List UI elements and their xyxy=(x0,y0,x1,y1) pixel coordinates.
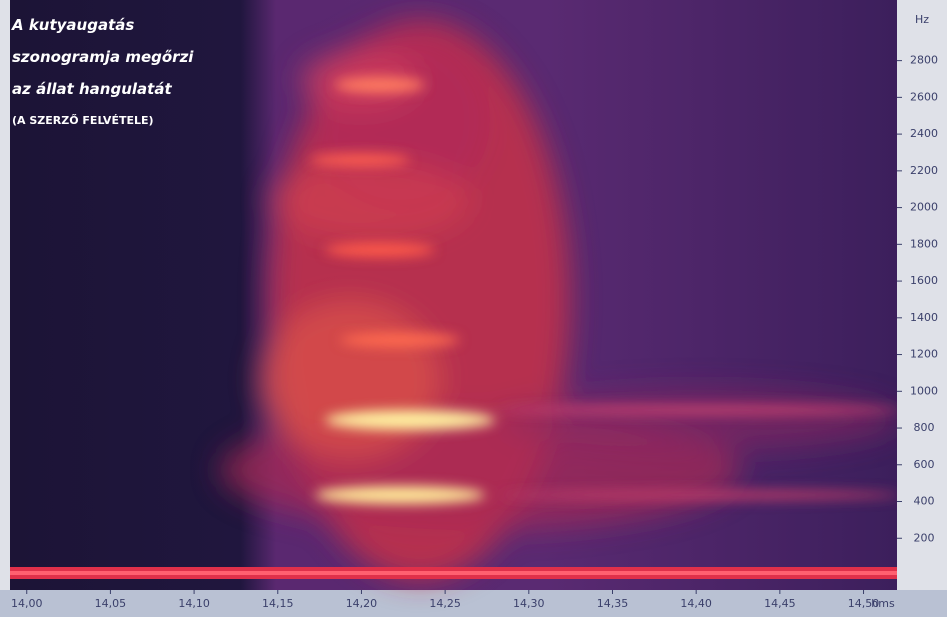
y-tick-label: 1400 xyxy=(910,311,938,324)
y-axis-label: Hz xyxy=(915,13,929,26)
baseline-core xyxy=(10,571,897,575)
harmonic-band xyxy=(500,490,900,500)
x-tick-label: 14,05 xyxy=(95,597,127,610)
x-tick-label: 14,15 xyxy=(262,597,294,610)
y-tick-label: 1000 xyxy=(910,384,938,397)
y-tick-label: 800 xyxy=(914,421,935,434)
y-tick-label: 2000 xyxy=(910,201,938,214)
y-tick-label: 600 xyxy=(914,458,935,471)
harmonic-band xyxy=(335,77,425,93)
harmonic-band xyxy=(340,333,460,347)
harmonic-band xyxy=(310,154,410,166)
x-tick-label: 14,35 xyxy=(597,597,629,610)
energy-region xyxy=(260,300,440,460)
harmonic-band xyxy=(325,243,435,257)
y-tick-label: 1200 xyxy=(910,348,938,361)
harmonic-band xyxy=(315,486,485,504)
x-axis-strip xyxy=(0,590,947,617)
x-tick-label: 14,00 xyxy=(11,597,43,610)
y-tick-label: 2200 xyxy=(910,164,938,177)
energy-region xyxy=(270,160,470,240)
subtitle: (A SZERZŐ FELVÉTELE) xyxy=(12,113,154,127)
y-tick-label: 2400 xyxy=(910,127,938,140)
x-tick-label: 14,30 xyxy=(513,597,545,610)
spectrogram-figure: 200 400 600 800 1000 1200 1400 1600 1800 2000 2200… xyxy=(0,0,947,617)
x-tick-label: 14,25 xyxy=(429,597,461,610)
y-tick-label: 2800 xyxy=(910,54,938,67)
y-tick-label: 1600 xyxy=(910,274,938,287)
x-axis-label: hms xyxy=(871,597,895,610)
x-tick-label: 14,10 xyxy=(178,597,210,610)
harmonic-band xyxy=(500,405,900,415)
title-line: szonogramja megőrzi xyxy=(12,48,194,66)
y-tick-label: 400 xyxy=(914,495,935,508)
energy-region xyxy=(500,390,900,450)
y-tick-label: 2600 xyxy=(910,90,938,103)
x-tick-label: 14,45 xyxy=(764,597,796,610)
x-tick-label: 14,20 xyxy=(346,597,378,610)
y-tick-label: 1800 xyxy=(910,237,938,250)
title-line: A kutyaugatás xyxy=(11,16,134,34)
harmonic-band xyxy=(325,410,495,430)
title-line: az állat hangulatát xyxy=(12,80,172,98)
y-tick-label: 200 xyxy=(914,531,935,544)
x-tick-label: 14,40 xyxy=(680,597,712,610)
